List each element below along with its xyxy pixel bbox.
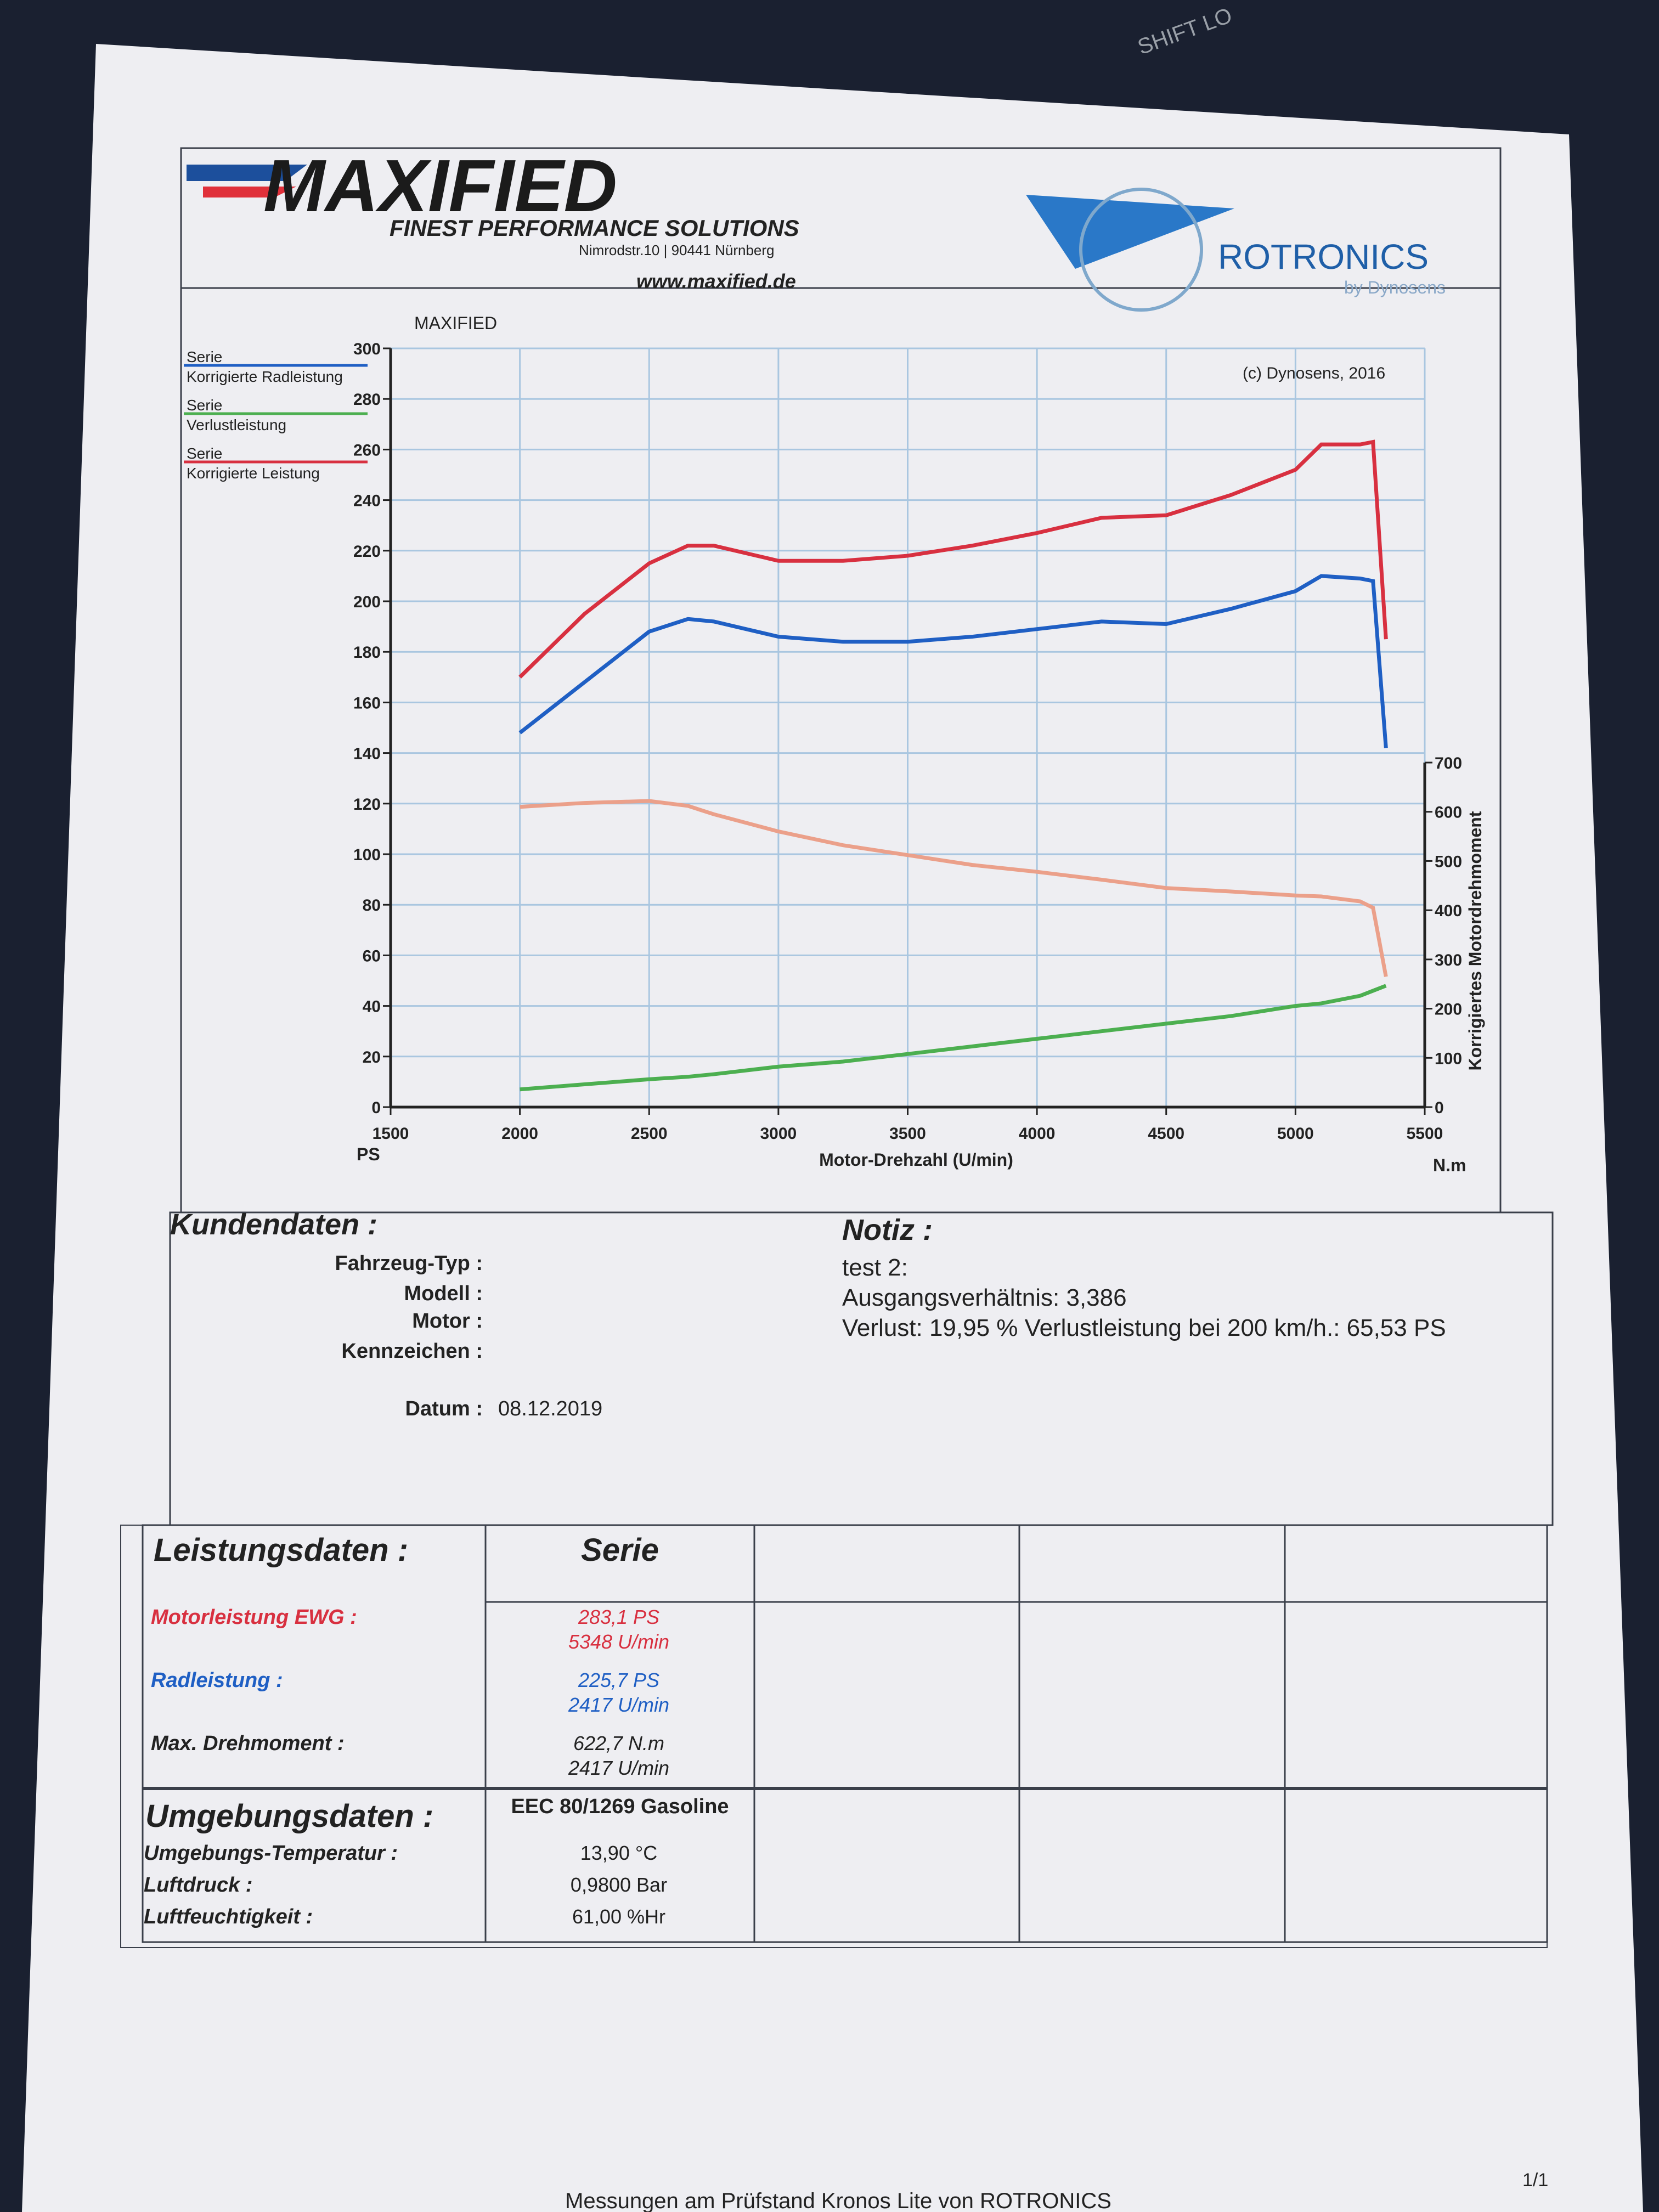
address: Nimrodstr.10 | 90441 Nürnberg [579, 242, 775, 258]
row-value: 2417 U/min [568, 1757, 669, 1779]
performance-title: Leistungsdaten : [154, 1532, 408, 1568]
y2-axis-label: Korrigiertes Motordrehmoment [1465, 811, 1485, 1070]
y2-tick-label: 600 [1435, 804, 1462, 822]
y2-unit: N.m [1433, 1155, 1466, 1175]
row-label: Luftfeuchtigkeit : [144, 1905, 313, 1928]
partner-logo [1026, 195, 1234, 269]
row-value: 0,9800 Bar [571, 1874, 667, 1896]
partner-sub: by Dynosens [1344, 278, 1446, 297]
background-label: SHIFT LO [1135, 3, 1235, 60]
y2-tick-label: 700 [1435, 754, 1462, 772]
y-axis-label: PS [357, 1144, 380, 1164]
row-label: Umgebungs-Temperatur : [144, 1842, 398, 1865]
row-label: Luftdruck : [144, 1874, 252, 1897]
x-tick-label: 4000 [1019, 1125, 1056, 1143]
date-label: Datum : [405, 1397, 483, 1420]
environment-title: Umgebungsdaten : [145, 1798, 433, 1834]
x-tick-label: 1500 [373, 1125, 409, 1143]
legend-group: Serie [187, 397, 222, 414]
y-tick-label: 300 [353, 340, 381, 358]
field-label: Motor : [412, 1310, 483, 1333]
series-line [520, 984, 1387, 1092]
y-tick-label: 220 [353, 543, 381, 561]
x-tick-label: 5500 [1407, 1125, 1443, 1143]
y-tick-label: 260 [353, 441, 381, 459]
series-line [518, 574, 1388, 748]
row-value: 61,00 %Hr [572, 1905, 665, 1928]
y-tick-label: 200 [353, 593, 381, 611]
column-header: Serie [581, 1532, 659, 1568]
y-tick-label: 0 [371, 1099, 381, 1117]
row-value: 5348 U/min [568, 1630, 669, 1653]
legend-label: Korrigierte Leistung [187, 465, 320, 482]
x-axis-label: Motor-Drehzahl (U/min) [819, 1150, 1013, 1170]
row-label: Motorleistung EWG : [151, 1606, 357, 1629]
y-tick-label: 120 [353, 795, 381, 814]
y2-tick-label: 200 [1435, 1001, 1462, 1019]
y-tick-label: 280 [353, 391, 381, 409]
y2-tick-label: 400 [1435, 902, 1462, 920]
paper [22, 44, 1643, 2212]
note-line: Verlust: 19,95 % Verlustleistung bei 200… [842, 1314, 1446, 1341]
y2-tick-label: 500 [1435, 853, 1462, 871]
series-line [518, 439, 1388, 679]
row-label: Radleistung : [151, 1669, 283, 1692]
y-tick-label: 40 [363, 998, 381, 1016]
y-tick-label: 180 [353, 644, 381, 662]
x-tick-label: 3000 [760, 1125, 797, 1143]
logo-stripe [187, 165, 307, 181]
partner-name: ROTRONICS [1218, 237, 1429, 276]
legend-group: Serie [187, 348, 222, 365]
plot: 1500 2000 2500 3000 3500 4000 4500 5000 55000204… [184, 340, 1462, 1143]
row-value: 283,1 PS [578, 1606, 659, 1628]
x-tick-label: 2000 [501, 1125, 538, 1143]
row-value: 13,90 °C [580, 1842, 657, 1864]
note-line: Ausgangsverhältnis: 3,386 [842, 1284, 1127, 1311]
date: 08.12.2019 [498, 1397, 602, 1420]
y-tick-label: 140 [353, 745, 381, 763]
row-value: 2417 U/min [568, 1694, 669, 1716]
y-tick-label: 20 [363, 1048, 381, 1066]
y2-tick-label: 300 [1435, 951, 1462, 969]
y-tick-label: 80 [363, 896, 381, 915]
x-tick-label: 3500 [889, 1125, 926, 1143]
customer-title: Kundendaten : [170, 1208, 377, 1241]
y-tick-label: 160 [353, 694, 381, 712]
page-number: 1/1 [1522, 2170, 1548, 2191]
logo-stripe [203, 187, 296, 198]
row-value: 225,7 PS [578, 1669, 659, 1691]
legend-label: Korrigierte Radleistung [187, 368, 343, 385]
field-label: Fahrzeug-Typ : [335, 1252, 483, 1275]
x-tick-label: 4500 [1148, 1125, 1184, 1143]
field-label: Modell : [404, 1282, 483, 1305]
x-tick-label: 5000 [1277, 1125, 1314, 1143]
y2-tick-label: 0 [1435, 1099, 1444, 1117]
logo: MAXIFIED [263, 144, 617, 227]
footer-text: Messungen am Prüfstand Kronos Lite von R… [565, 2189, 1111, 2212]
row-label: Max. Drehmoment : [151, 1732, 345, 1755]
chart-title: MAXIFIED [414, 313, 497, 333]
standard: EEC 80/1269 Gasoline [511, 1795, 729, 1818]
legend-group: Serie [187, 445, 222, 462]
environment-rows: Umgebungs-Temperatur : 13,90 °C Luftdruck … [144, 1842, 667, 1928]
legend-label: Verlustleistung [187, 416, 286, 433]
series-line [520, 799, 1388, 977]
y-tick-label: 240 [353, 492, 381, 510]
y2-tick-label: 100 [1435, 1049, 1462, 1068]
tagline: FINEST PERFORMANCE SOLUTIONS [390, 215, 799, 241]
notes-title: Notiz : [842, 1214, 933, 1246]
y-tick-label: 60 [363, 947, 381, 965]
annotation: (c) Dynosens, 2016 [1243, 364, 1385, 382]
y-tick-label: 100 [353, 846, 381, 864]
x-tick-label: 2500 [631, 1125, 668, 1143]
website: www.maxified.de [636, 270, 796, 292]
field-label: Kennzeichen : [341, 1340, 483, 1363]
partner-logo-ring [1079, 188, 1203, 312]
row-value: 622,7 N.m [573, 1732, 664, 1754]
note-line: test 2: [842, 1254, 908, 1281]
table-outer [120, 1525, 1548, 1948]
